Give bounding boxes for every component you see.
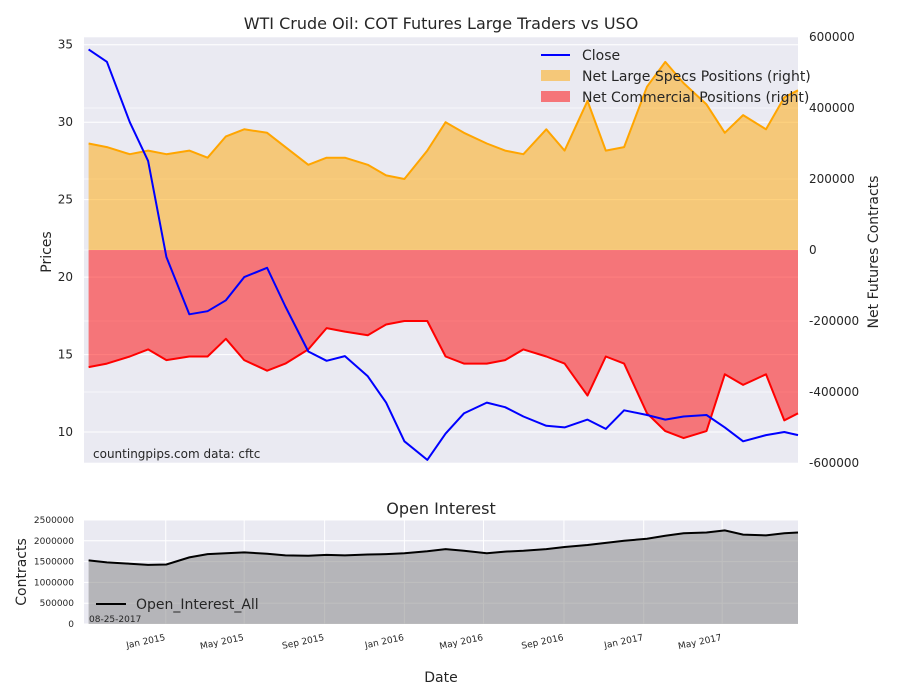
legend-close-label: Close	[582, 48, 620, 64]
date-tick-label: Jan 2015	[125, 633, 167, 651]
date-axis-label: Date	[424, 670, 457, 686]
right-tick-label: 400000	[809, 101, 855, 115]
oi-axis-label: Contracts	[14, 538, 30, 606]
net-large-specs-area	[88, 61, 799, 251]
left-tick-label: 25	[58, 193, 73, 207]
left-tick-label: 30	[58, 115, 73, 129]
oi-legend: Open_Interest_All	[96, 597, 259, 613]
date-tick-label: Sep 2016	[521, 633, 565, 652]
date-tick-label: May 2017	[677, 633, 722, 652]
right-axis-ticks: 600000 400000 200000 0 -200000 -400000 -600000	[809, 30, 859, 470]
right-tick-label: -400000	[809, 385, 859, 399]
legend-commercial-label: Net Commercial Positions (right)	[582, 90, 809, 106]
left-tick-label: 35	[58, 38, 73, 52]
open-interest-line	[88, 529, 799, 566]
left-tick-label: 15	[58, 348, 73, 362]
left-tick-label: 20	[58, 270, 73, 284]
right-tick-label: 200000	[809, 172, 855, 186]
date-tick-label: Jan 2017	[602, 633, 644, 651]
oi-date-ticks: Jan 2015 May 2015 Sep 2015 Jan 2016 May 2016…	[125, 633, 723, 652]
oi-series	[88, 529, 799, 624]
oi-tick-label: 2500000	[34, 516, 74, 526]
left-tick-label: 10	[58, 425, 73, 439]
oi-tick-label: 2000000	[34, 537, 74, 547]
right-tick-label: 0	[809, 243, 817, 257]
oi-tick-label: 1000000	[34, 578, 74, 588]
position-fills	[88, 61, 799, 439]
source-annotation: countingpips.com data: cftc	[93, 447, 260, 461]
legend-commercial-swatch	[541, 91, 570, 102]
legend-specs-swatch	[541, 70, 570, 81]
close-line	[88, 48, 799, 461]
date-tick-label: May 2016	[439, 633, 485, 652]
right-tick-label: -600000	[809, 456, 859, 470]
left-axis-label: Prices	[39, 231, 55, 272]
legend-specs-label: Net Large Specs Positions (right)	[582, 69, 811, 85]
oi-date-annotation: 08-25-2017	[89, 615, 141, 625]
net-commercial-line	[88, 320, 799, 440]
main-chart-title: WTI Crude Oil: COT Futures Large Traders…	[244, 14, 639, 33]
oi-tick-label: 500000	[40, 599, 75, 609]
right-tick-label: 600000	[809, 30, 855, 44]
oi-tick-label: 0	[68, 620, 74, 630]
oi-chart-title: Open Interest	[386, 499, 495, 518]
net-commercial-area	[88, 250, 799, 439]
date-tick-label: Sep 2015	[281, 633, 325, 652]
right-tick-label: -200000	[809, 314, 859, 328]
series-lines	[88, 48, 799, 461]
date-tick-label: May 2015	[199, 633, 244, 652]
oi-tick-label: 1500000	[34, 558, 74, 568]
left-axis-ticks: 10 15 20 25 30 35	[58, 38, 73, 439]
legend-oi-label: Open_Interest_All	[136, 597, 259, 613]
main-legend: Close Net Large Specs Positions (right) …	[541, 48, 811, 106]
net-large-specs-line	[88, 60, 799, 180]
oi-axis-ticks: 0 500000 1000000 1500000 2000000 2500000	[34, 516, 74, 630]
date-tick-label: Jan 2016	[363, 633, 405, 651]
right-axis-label: Net Futures Contracts	[866, 176, 882, 329]
